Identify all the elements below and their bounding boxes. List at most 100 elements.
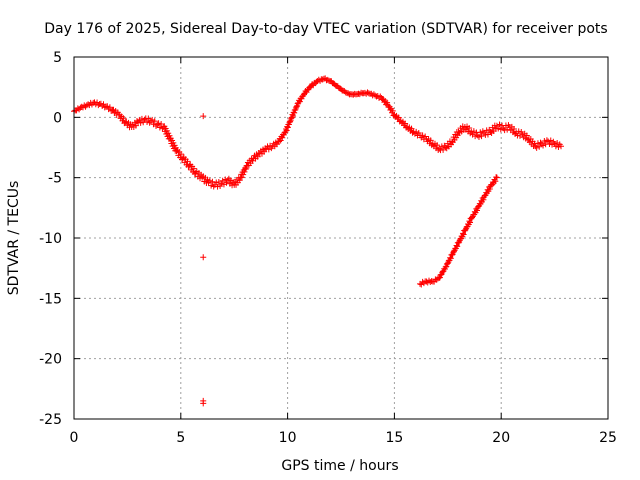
data-points	[71, 75, 565, 407]
data-point-main-trace	[546, 140, 553, 147]
data-point-main-trace	[218, 180, 225, 187]
data-point-main-trace	[240, 171, 247, 178]
data-point-main-trace	[74, 105, 81, 112]
data-point-main-trace	[496, 121, 503, 128]
data-point-main-trace	[122, 119, 129, 126]
data-point-main-trace	[422, 133, 429, 140]
data-point-main-trace	[470, 128, 477, 135]
data-point-main-trace	[537, 139, 544, 146]
y-axis-label: SDTVAR / TECUs	[6, 181, 22, 296]
data-point-rising-trace	[486, 186, 493, 193]
data-point-main-trace	[389, 107, 396, 114]
data-point-rising-trace	[423, 278, 430, 285]
y-tick-label: -10	[39, 231, 62, 247]
x-tick-label: 5	[176, 430, 185, 446]
data-point-main-trace	[466, 125, 473, 132]
data-point-main-trace	[238, 174, 245, 181]
data-point-main-trace	[137, 119, 144, 126]
data-point-rising-trace	[493, 174, 500, 181]
data-point-main-trace	[547, 137, 554, 144]
data-point-outliers	[200, 254, 207, 261]
data-point-rising-trace	[467, 219, 474, 226]
data-point-main-trace	[319, 76, 326, 83]
data-point-main-trace	[283, 127, 290, 134]
data-point-main-trace	[223, 179, 230, 186]
data-point-main-trace	[324, 76, 331, 83]
data-point-main-trace	[413, 128, 420, 135]
y-tick-label: -20	[39, 352, 62, 368]
data-point-main-trace	[427, 137, 434, 144]
data-point-rising-trace	[449, 251, 456, 258]
y-tick-label: -5	[48, 171, 62, 187]
data-point-main-trace	[515, 128, 522, 135]
x-axis-label: GPS time / hours	[281, 458, 398, 474]
data-point-main-trace	[365, 90, 372, 97]
data-point-main-trace	[511, 125, 518, 132]
data-point-main-trace	[495, 125, 502, 132]
x-tick-label: 25	[599, 430, 617, 446]
data-point-rising-trace	[444, 260, 451, 267]
data-point-main-trace	[219, 177, 226, 184]
data-point-main-trace	[282, 128, 289, 135]
data-point-main-trace	[208, 182, 215, 189]
data-point-main-trace	[214, 183, 221, 190]
data-point-main-trace	[209, 178, 216, 185]
data-point-main-trace	[523, 132, 530, 139]
data-point-rising-trace	[442, 263, 449, 270]
data-point-rising-trace	[455, 239, 462, 246]
data-point-rising-trace	[462, 226, 469, 233]
data-point-main-trace	[144, 119, 151, 126]
data-point-main-trace	[149, 116, 156, 123]
data-point-main-trace	[288, 114, 295, 121]
data-point-main-trace	[534, 140, 541, 147]
data-point-main-trace	[222, 176, 229, 183]
data-point-main-trace	[179, 155, 186, 162]
data-point-main-trace	[552, 143, 559, 150]
data-point-main-trace	[261, 148, 268, 155]
data-point-main-trace	[171, 142, 178, 149]
data-point-main-trace	[487, 128, 494, 135]
grid	[74, 57, 608, 419]
data-point-rising-trace	[454, 243, 461, 250]
data-point-main-trace	[402, 120, 409, 127]
data-point-main-trace	[106, 104, 113, 111]
data-point-main-trace	[468, 128, 475, 135]
data-point-main-trace	[345, 90, 352, 97]
data-point-rising-trace	[418, 281, 425, 288]
data-point-main-trace	[472, 133, 479, 140]
data-point-main-trace	[540, 142, 547, 149]
data-point-main-trace	[434, 142, 441, 149]
data-point-main-trace	[501, 127, 508, 134]
x-tick-label: 0	[70, 430, 79, 446]
data-point-main-trace	[549, 141, 556, 148]
axis-ticks: 0 5 10 15 20 25 5 0 -5 -10 -15 -20 -25	[39, 50, 617, 446]
data-point-main-trace	[132, 122, 139, 129]
data-point-main-trace	[241, 168, 248, 175]
data-point-main-trace	[356, 91, 363, 98]
data-point-main-trace	[493, 122, 500, 129]
data-point-main-trace	[555, 143, 562, 150]
data-point-main-trace	[136, 117, 143, 124]
data-point-main-trace	[419, 132, 426, 139]
y-tick-label: -15	[39, 291, 62, 307]
data-point-main-trace	[442, 144, 449, 151]
data-point-outliers	[200, 113, 207, 120]
y-tick-label: -25	[39, 412, 62, 428]
y-tick-label: 5	[53, 50, 62, 66]
y-tick-label: 0	[53, 110, 62, 126]
data-point-rising-trace	[447, 255, 454, 262]
data-point-main-trace	[558, 143, 565, 150]
data-point-main-trace	[497, 126, 504, 133]
data-point-main-trace	[151, 118, 158, 125]
data-point-main-trace	[541, 137, 548, 144]
data-point-main-trace	[101, 104, 108, 111]
data-point-main-trace	[154, 121, 161, 128]
chart-title: Day 176 of 2025, Sidereal Day-to-day VTE…	[44, 21, 607, 37]
data-point-main-trace	[477, 129, 484, 136]
data-point-main-trace	[293, 103, 300, 110]
data-point-rising-trace	[493, 174, 500, 181]
data-point-main-trace	[536, 143, 543, 150]
data-point-main-trace	[153, 122, 160, 129]
data-point-main-trace	[265, 146, 272, 153]
x-tick-label: 15	[385, 430, 403, 446]
